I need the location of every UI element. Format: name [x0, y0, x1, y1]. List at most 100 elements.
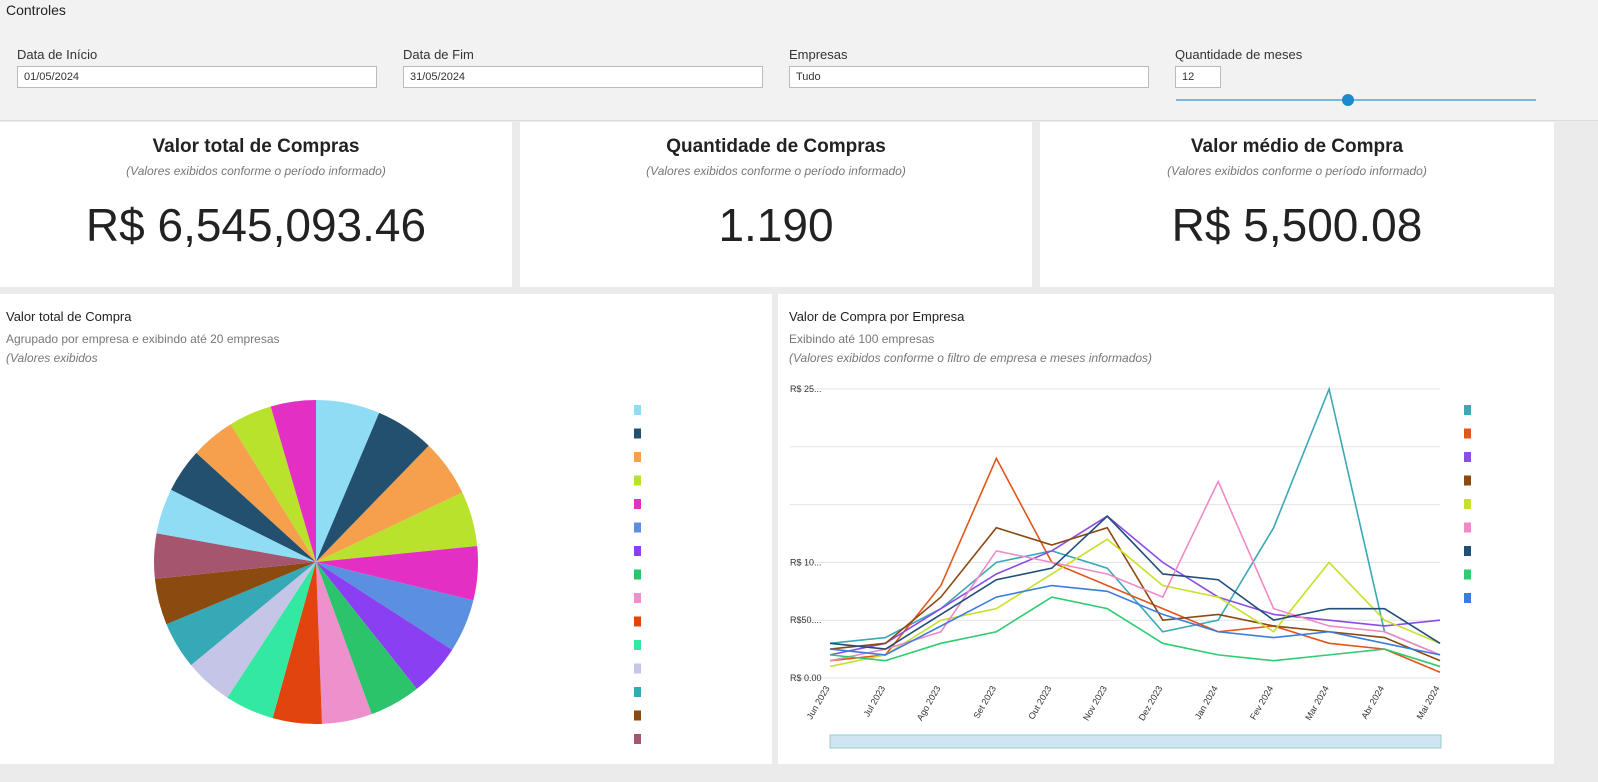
- kpi-value: R$ 6,545,093.46: [85, 199, 427, 251]
- legend-swatch: [1464, 499, 1471, 509]
- x-tick-label: Jan 2024: [1193, 684, 1220, 721]
- filter: Empresas Tudo: [789, 47, 1149, 88]
- x-tick-label: Dez 2023: [1137, 684, 1165, 722]
- line: [829, 526, 1441, 662]
- line: [829, 479, 1441, 662]
- kpi-subtitle: (Valores exibidos conforme o período inf…: [126, 164, 386, 178]
- line: [829, 515, 1441, 650]
- pie-slice: [316, 562, 474, 650]
- kpi-subtitle: (Valores exibidos conforme o período inf…: [646, 164, 906, 178]
- pie-slice: [154, 533, 316, 579]
- y-tick-label: R$ 25...: [790, 384, 822, 394]
- line: [829, 456, 1441, 673]
- legend-swatch: [634, 593, 641, 603]
- pie-slice: [272, 562, 322, 724]
- kpi-card: Valor médio de Compra (Valores exibidos c…: [1040, 122, 1554, 287]
- pie-slice: [170, 452, 316, 562]
- kpi-title: Valor médio de Compra: [1190, 136, 1404, 157]
- kpi-card: Quantidade de Compras (Valores exibidos c…: [520, 122, 1032, 287]
- legend-swatch: [634, 522, 641, 533]
- filter-label: Data de Fim: [403, 47, 474, 62]
- chart-subtitle: Exibindo até 100 empresas: [789, 332, 934, 346]
- x-tick-label: Abr 2024: [1359, 684, 1386, 721]
- legend-swatch: [1464, 522, 1471, 533]
- kpi-subtitle: (Valores exibidos conforme o período inf…: [1167, 164, 1427, 178]
- filter-input[interactable]: Tudo: [789, 66, 1149, 88]
- pie-slice: [227, 562, 316, 719]
- legend-swatch: [1464, 569, 1471, 580]
- line: [829, 584, 1441, 656]
- pie-slice: [270, 400, 316, 562]
- filter-input[interactable]: 31/05/2024: [403, 66, 763, 88]
- legend-swatch: [1464, 546, 1471, 556]
- pie-slice: [316, 562, 453, 689]
- chart-title: Valor total de Compra: [6, 309, 132, 324]
- filter-label: Data de Início: [17, 47, 98, 62]
- line: [829, 386, 1441, 656]
- x-tick-label: Mai 2024: [1415, 684, 1442, 721]
- x-tick-label: Nov 2023: [1081, 684, 1109, 722]
- kpi-title: Valor total de Compras: [152, 136, 360, 157]
- chart-note: (Valores exibidos: [6, 351, 98, 365]
- line: [829, 538, 1441, 668]
- line: [829, 515, 1441, 656]
- controls-title[interactable]: Controles: [6, 2, 66, 18]
- legend-swatch: [634, 710, 641, 721]
- filter-input[interactable]: 12: [1175, 66, 1221, 88]
- chart-subtitle: Agrupado por empresa e exibindo até 20 e…: [6, 332, 280, 346]
- panel: [778, 294, 1554, 764]
- x-tick-label: Mar 2024: [1303, 684, 1331, 722]
- x-tick-label: Fev 2024: [1248, 684, 1275, 722]
- pie-slice: [316, 445, 463, 562]
- x-tick-label: Ago 2023: [915, 684, 943, 722]
- filter-input[interactable]: 01/05/2024: [17, 66, 377, 88]
- legend-swatch: [634, 687, 641, 697]
- pie-slice: [191, 562, 316, 698]
- legend-swatch: [1464, 452, 1471, 462]
- scrollbar: [829, 734, 1442, 749]
- pie-slice: [316, 412, 429, 562]
- pie-slice: [154, 562, 316, 625]
- legend-swatch: [634, 428, 641, 439]
- kpi-card: Valor total de Compras (Valores exibidos …: [0, 122, 512, 287]
- legend-swatch: [634, 475, 641, 486]
- legend-swatch: [634, 616, 641, 627]
- slider-thumb[interactable]: [1342, 94, 1354, 106]
- legend-swatch: [1464, 593, 1471, 603]
- legend-swatch: [634, 452, 641, 462]
- legend-swatch: [634, 569, 641, 580]
- x-tick-label: Out 2023: [1026, 684, 1053, 721]
- y-tick-label: R$ 0.00: [790, 673, 822, 683]
- legend-swatch: [634, 546, 641, 556]
- pie-slice: [316, 492, 478, 562]
- legend-swatch: [634, 499, 641, 509]
- kpi-value: 1.190: [718, 199, 834, 251]
- controls-panel: Controles Data de Início 01/05/2024 Data d…: [0, 0, 1598, 121]
- legend-swatch: [634, 405, 641, 415]
- legend-swatch: [634, 640, 641, 650]
- pie-slice: [156, 489, 316, 562]
- legend-swatch: [1464, 428, 1471, 439]
- x-tick-label: Set 2023: [971, 684, 998, 720]
- filter-label: Empresas: [789, 47, 848, 62]
- x-tick-label: Jun 2023: [805, 684, 832, 721]
- filter: Data de Fim 31/05/2024: [403, 47, 763, 88]
- y-tick-label: R$50....: [790, 615, 822, 625]
- legend-swatch: [634, 734, 641, 744]
- pie-slice: [316, 546, 478, 601]
- line: [829, 596, 1441, 668]
- chart-note: (Valores exibidos conforme o filtro de e…: [789, 351, 1152, 365]
- kpi-title: Quantidade de Compras: [666, 136, 886, 157]
- pie-slice: [196, 424, 316, 562]
- filter: Data de Início 01/05/2024: [17, 47, 377, 88]
- x-tick-label: Jul 2023: [862, 684, 888, 718]
- legend-swatch: [634, 663, 641, 674]
- kpi-value: R$ 5,500.08: [1171, 199, 1423, 251]
- y-tick-label: R$ 10...: [790, 557, 822, 567]
- chart-title: Valor de Compra por Empresa: [789, 309, 965, 324]
- legend-swatch: [1464, 475, 1471, 486]
- pie-slice: [166, 562, 316, 666]
- slider-track[interactable]: [1176, 99, 1536, 101]
